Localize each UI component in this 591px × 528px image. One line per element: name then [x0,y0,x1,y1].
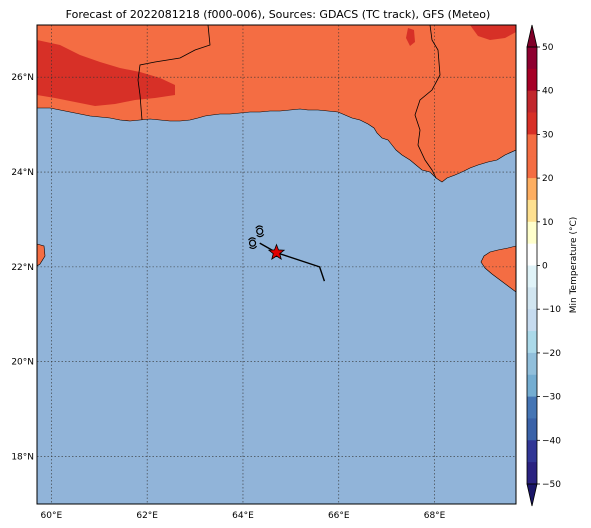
longitude-tick-labels: 60°E 62°E 64°E 66°E 68°E [41,511,446,521]
colorbar-label: Min Temperature (°C) [569,217,579,314]
land-hot-zone [37,40,175,106]
colorbar-level [527,331,537,354]
lat-tick-label: 20°N [11,358,34,368]
colorbar-tick-label: −30 [542,393,561,403]
lon-tick-label: 62°E [136,511,158,521]
colorbar-tick-label: −10 [542,305,561,315]
storm-position-star [267,243,286,261]
cyclone-icon [248,237,258,250]
colorbar-level [527,265,537,288]
colorbar-level [527,287,537,310]
colorbar-tick-label: −20 [542,349,561,359]
colorbar-tick-label: −50 [542,480,561,490]
land-oman-tip [37,243,46,267]
colorbar-level [527,243,537,266]
colorbar-level [527,178,537,201]
map-title: Forecast of 2022081218 (f000-006), Sourc… [65,8,491,21]
colorbar-level [527,374,537,397]
colorbar-tick-labels: 50 40 30 20 10 0 −10 −20 −30 −40 −50 [537,43,561,490]
lat-tick-label: 24°N [11,168,34,178]
colorbar-level [527,199,537,223]
land-iran-pakistan [37,25,516,183]
colorbar-level [527,221,537,245]
colorbar-level [527,352,537,376]
country-borders [137,25,441,179]
colorbar-level [527,90,537,113]
colorbar-level [527,68,537,92]
colorbar-level [527,47,537,70]
colorbar-tick-label: 30 [542,130,554,140]
land-hot-spot [406,28,415,46]
colorbar-tick-label: 0 [542,262,548,272]
cyclone-icon [255,225,265,238]
lat-tick-label: 22°N [11,263,34,273]
colorbar-level [527,309,537,332]
land-gujarat-coast [480,245,516,293]
colorbar-tick-label: 20 [542,174,554,184]
lon-tick-label: 64°E [232,511,254,521]
colorbar-min-extension [526,483,538,507]
map-frame [36,24,517,505]
colorbar-tick-label: −40 [542,436,561,446]
colorbar-level [527,418,537,441]
latitude-tick-labels: 18°N 20°N 22°N 24°N 26°N [11,73,34,462]
storm-track-line [259,242,326,282]
lon-tick-label: 66°E [328,511,350,521]
lon-tick-label: 68°E [424,511,446,521]
colorbar-level [527,462,537,485]
colorbar-level [527,112,537,135]
land-hot-zone-north [470,25,516,40]
storm-track-layer [248,225,326,282]
lon-tick-label: 60°E [41,511,63,521]
lat-tick-label: 18°N [11,453,34,463]
colorbar-level [527,156,537,179]
colorbar-level [527,396,537,419]
temperature-colorbar [526,24,538,507]
colorbar-tick-label: 40 [542,87,554,97]
colorbar-max-extension [526,24,538,48]
lat-tick-label: 26°N [11,73,34,83]
colorbar-tick-label: 10 [542,218,554,228]
colorbar-level [527,134,537,157]
colorbar-tick-label: 50 [542,43,554,53]
colorbar-level [527,440,537,463]
map-grid [37,25,516,504]
